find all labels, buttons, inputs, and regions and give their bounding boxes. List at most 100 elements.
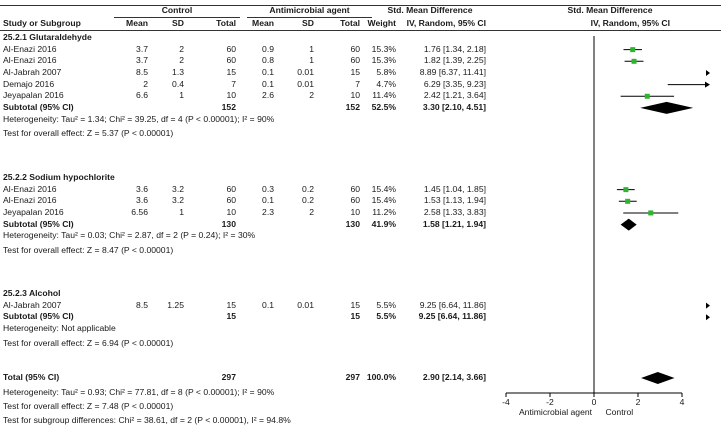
- x-tick-label: -2: [546, 397, 554, 407]
- subtotal-label: Subtotal (95% CI): [3, 311, 74, 322]
- overall-effect-text: Test for overall effect: Z = 6.94 (P < 0…: [3, 337, 174, 348]
- x-tick-label: 0: [592, 397, 597, 407]
- agent-group-rule: [247, 17, 372, 18]
- study-a-sd: 0.2: [302, 195, 314, 206]
- subtotal-offscale-marker: [706, 314, 710, 321]
- study-a-sd: 1: [309, 43, 314, 54]
- col-agent-total: Total: [340, 18, 360, 28]
- heterogeneity-text: Heterogeneity: Not applicable: [3, 322, 116, 333]
- study-name: Jeyapalan 2016: [3, 206, 64, 217]
- study-a-total: 15: [350, 299, 360, 310]
- heterogeneity-text: Heterogeneity: Tau² = 1.34; Chi² = 39.25…: [3, 113, 275, 124]
- col-control-sd: SD: [172, 18, 184, 28]
- subtotal-ci: 3.30 [2.10, 4.51]: [422, 101, 486, 112]
- study-a-sd: 2: [309, 90, 314, 101]
- study-ci: 1.82 [1.39, 2.25]: [423, 55, 486, 66]
- study-a-total: 60: [350, 55, 360, 66]
- study-a-total: 10: [350, 206, 360, 217]
- study-a-sd: 2: [309, 206, 314, 217]
- header-rule-top: [0, 5, 721, 6]
- ci-offscale-marker: [706, 302, 710, 309]
- header-rule-bottom: [0, 30, 721, 31]
- study-a-total: 10: [350, 90, 360, 101]
- study-a-total: 60: [350, 183, 360, 194]
- study-a-mean: 0.1: [262, 299, 274, 310]
- study-a-total: 60: [350, 43, 360, 54]
- subtotal-ci: 9.25 [6.64, 11.86]: [418, 311, 486, 322]
- favours-right-label: Control: [605, 407, 633, 417]
- study-weight: 15.3%: [371, 43, 396, 54]
- study-a-mean: 0.1: [262, 195, 274, 206]
- study-c-total: 60: [226, 55, 236, 66]
- subtotal-diamond: [640, 101, 694, 114]
- study-name: Al-Enazi 2016: [3, 183, 57, 194]
- x-tick-label: -4: [502, 397, 510, 407]
- study-name: Demajo 2016: [3, 78, 55, 89]
- subtotal-control-total: 15: [226, 311, 236, 322]
- study-c-sd: 3.2: [172, 183, 184, 194]
- subtotal-weight: 41.9%: [371, 218, 396, 229]
- col-weight: Weight: [367, 18, 396, 28]
- study-c-sd: 0.4: [172, 78, 184, 89]
- study-c-total: 15: [226, 299, 236, 310]
- study-a-mean: 0.1: [262, 66, 274, 77]
- favours-left-label: Antimicrobial agent: [519, 407, 593, 417]
- total-weight: 100.0%: [366, 372, 396, 382]
- subtotal-control-total: 130: [221, 218, 236, 229]
- col-ci-plot: IV, Random, 95% CI: [590, 18, 670, 28]
- study-name: Al-Enazi 2016: [3, 195, 57, 206]
- overall-effect-text: Test for overall effect: Z = 5.37 (P < 0…: [3, 128, 174, 139]
- smd-header: Std. Mean Difference: [387, 5, 473, 15]
- x-tick-label: 2: [636, 397, 641, 407]
- study-c-total: 7: [231, 78, 236, 89]
- col-agent-sd: SD: [302, 18, 314, 28]
- study-weight: 11.2%: [372, 206, 396, 217]
- study-a-mean: 2.6: [262, 90, 274, 101]
- overall-effect-text: Test for overall effect: Z = 8.47 (P < 0…: [3, 244, 174, 255]
- study-a-total: 7: [355, 78, 360, 89]
- study-c-total: 10: [226, 90, 236, 101]
- study-weight: 15.3%: [371, 55, 396, 66]
- study-ci: 1.76 [1.34, 2.18]: [423, 43, 486, 54]
- footer-stat-text: Heterogeneity: Tau² = 0.93; Chi² = 77.81…: [3, 387, 275, 397]
- study-a-mean: 2.3: [262, 206, 274, 217]
- study-a-mean: 0.1: [262, 78, 274, 89]
- study-ci: 9.25 [6.64, 11.86]: [419, 299, 486, 310]
- total-agent-total: 297: [345, 372, 360, 382]
- col-control-total: Total: [216, 18, 236, 28]
- study-point: [623, 187, 629, 193]
- study-c-sd: 2: [179, 55, 184, 66]
- study-c-mean: 6.6: [136, 90, 148, 101]
- study-ci: 8.89 [6.37, 11.41]: [419, 66, 486, 77]
- study-weight: 11.4%: [372, 90, 396, 101]
- study-c-sd: 3.2: [172, 195, 184, 206]
- study-a-mean: 0.9: [262, 43, 274, 54]
- study-ci: 2.58 [1.33, 3.83]: [423, 206, 486, 217]
- subtotal-weight: 52.5%: [371, 101, 396, 112]
- study-name: Al-Enazi 2016: [3, 43, 57, 54]
- study-c-mean: 3.6: [136, 195, 148, 206]
- study-c-mean: 3.7: [136, 55, 148, 66]
- subgroup-title: 25.2.3 Alcohol: [3, 288, 61, 298]
- study-ci: 1.53 [1.13, 1.94]: [423, 195, 486, 206]
- study-ci: 2.42 [1.21, 3.64]: [423, 90, 486, 101]
- subtotal-label: Subtotal (95% CI): [3, 101, 74, 112]
- study-a-total: 60: [350, 195, 360, 206]
- study-a-sd: 1: [309, 55, 314, 66]
- study-name: Al-Jabrah 2007: [3, 299, 62, 310]
- agent-group-header: Antimicrobial agent: [269, 5, 350, 15]
- control-group-header: Control: [161, 5, 193, 15]
- study-a-mean: 0.8: [262, 55, 274, 66]
- study-name: Al-Jabrah 2007: [3, 66, 62, 77]
- subtotal-agent-total: 15: [350, 311, 360, 322]
- study-a-sd: 0.01: [297, 78, 314, 89]
- subtotal-agent-total: 152: [345, 101, 360, 112]
- study-c-total: 60: [226, 183, 236, 194]
- col-ci: IV, Random, 95% CI: [406, 18, 486, 28]
- study-c-sd: 1.25: [167, 299, 184, 310]
- heterogeneity-text: Heterogeneity: Tau² = 0.03; Chi² = 2.87,…: [3, 230, 256, 241]
- study-name: Jeyapalan 2016: [3, 90, 64, 101]
- study-point: [630, 47, 636, 53]
- subtotal-agent-total: 130: [345, 218, 360, 229]
